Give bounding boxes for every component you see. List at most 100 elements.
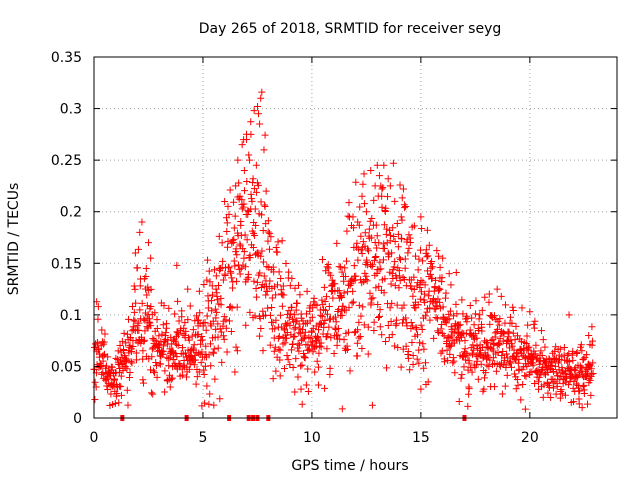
data-point <box>510 370 518 378</box>
data-point <box>140 379 148 387</box>
data-point <box>438 347 446 355</box>
data-point <box>200 370 208 378</box>
data-point <box>258 88 266 96</box>
data-point <box>336 335 344 343</box>
data-point <box>220 313 228 321</box>
data-point <box>126 341 134 349</box>
data-point <box>466 326 474 334</box>
data-point <box>379 184 387 192</box>
data-point <box>480 385 488 393</box>
data-point <box>264 228 272 236</box>
data-point <box>401 255 409 263</box>
data-point <box>193 312 201 320</box>
data-point <box>396 277 404 285</box>
data-point <box>135 326 143 334</box>
data-point <box>364 323 372 331</box>
data-point <box>318 255 326 263</box>
data-point <box>561 391 569 399</box>
data-point <box>443 337 451 345</box>
x-tick-label: 0 <box>90 430 99 446</box>
data-point <box>188 332 196 340</box>
data-point <box>123 365 131 373</box>
data-point <box>358 192 366 200</box>
data-point <box>417 321 425 329</box>
data-point <box>179 371 187 379</box>
data-points <box>90 88 597 413</box>
data-point <box>394 344 402 352</box>
data-point <box>472 352 480 360</box>
data-point <box>385 334 393 342</box>
data-point <box>236 240 244 248</box>
data-point <box>159 321 167 329</box>
data-point <box>427 264 435 272</box>
data-point <box>402 203 410 211</box>
data-point <box>372 221 380 229</box>
data-point <box>103 375 111 383</box>
data-point <box>308 313 316 321</box>
data-point <box>473 334 481 342</box>
data-point <box>578 404 586 412</box>
data-point <box>136 282 144 290</box>
data-point <box>239 203 247 211</box>
data-point <box>139 347 147 355</box>
data-point <box>256 332 264 340</box>
data-point <box>283 351 291 359</box>
data-point <box>127 347 135 355</box>
data-point <box>588 323 596 331</box>
data-point <box>379 256 387 264</box>
data-point <box>375 312 383 320</box>
data-point <box>431 284 439 292</box>
data-point <box>375 282 383 290</box>
data-point <box>433 247 441 255</box>
data-point <box>195 316 203 324</box>
data-point <box>539 393 547 401</box>
data-point <box>228 239 236 247</box>
data-point <box>223 348 231 356</box>
data-point <box>278 237 286 245</box>
data-point <box>338 268 346 276</box>
data-point <box>117 372 125 380</box>
data-point <box>105 369 113 377</box>
data-point <box>401 204 409 212</box>
data-point <box>225 210 233 218</box>
data-point <box>246 308 254 316</box>
data-point <box>260 146 268 154</box>
data-point <box>522 372 530 380</box>
data-point <box>120 329 128 337</box>
data-point <box>195 349 203 357</box>
y-tick-label: 0.1 <box>60 308 82 324</box>
data-point <box>175 331 183 339</box>
data-point <box>257 324 265 332</box>
data-point <box>459 352 467 360</box>
data-point <box>288 274 296 282</box>
data-point <box>111 400 119 408</box>
data-point <box>258 211 266 219</box>
data-point <box>201 319 209 327</box>
data-point <box>443 346 451 354</box>
data-point <box>468 368 476 376</box>
data-point <box>259 347 267 355</box>
data-point <box>426 316 434 324</box>
data-point <box>303 287 311 295</box>
data-point <box>198 336 206 344</box>
x-tick-label: 20 <box>521 430 539 446</box>
data-point <box>146 366 154 374</box>
data-point <box>276 372 284 380</box>
y-axis-label: SRMTID / TECUs <box>6 183 22 296</box>
data-point <box>266 311 274 319</box>
data-point <box>428 257 436 265</box>
data-point <box>136 228 144 236</box>
data-point <box>495 321 503 329</box>
data-point <box>405 244 413 252</box>
data-point <box>587 391 595 399</box>
data-point <box>424 267 432 275</box>
data-point <box>268 304 276 312</box>
data-point <box>508 319 516 327</box>
data-point <box>380 221 388 229</box>
data-point <box>257 252 265 260</box>
data-point <box>387 280 395 288</box>
data-point <box>252 161 260 169</box>
data-point <box>405 231 413 239</box>
data-point <box>298 400 306 408</box>
data-point <box>589 337 597 345</box>
